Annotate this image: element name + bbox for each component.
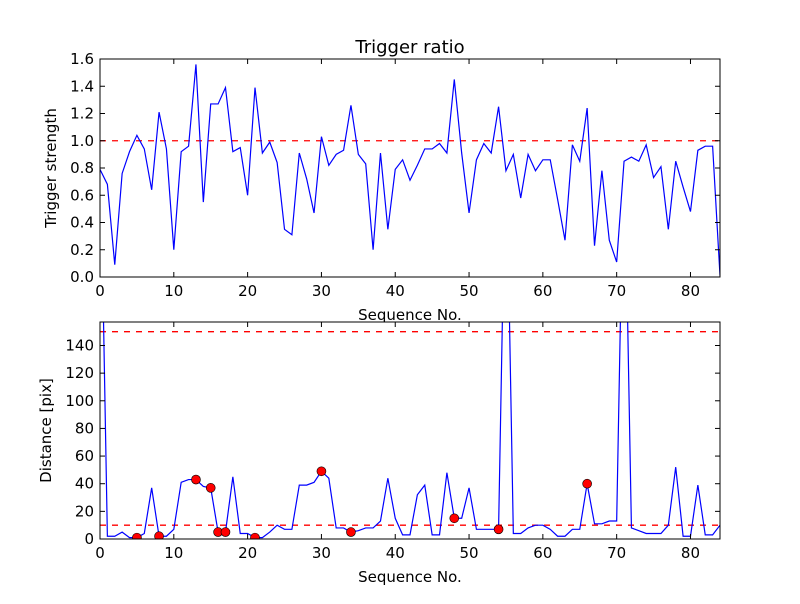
marker-point — [154, 531, 164, 539]
y-tick-label: 120 — [65, 364, 94, 382]
plot-area — [100, 322, 720, 539]
y-tick-label: 140 — [65, 336, 94, 354]
plot-area — [100, 59, 720, 277]
y-tick-label: 0.8 — [70, 159, 94, 177]
x-tick-label: 80 — [681, 544, 700, 562]
y-axis-label: Distance [pix] — [37, 378, 55, 483]
y-tick-label: 100 — [65, 392, 94, 410]
x-tick-label: 20 — [238, 544, 257, 562]
y-tick-label: 1.2 — [70, 105, 94, 123]
x-axis-label: Sequence No. — [358, 306, 462, 324]
y-tick-label: 20 — [75, 502, 94, 520]
subplot-1: 0 10 20 30 40 50 60 70 80 0.0 0.2 0.4 0.6 0.8 1.0 1.2 1.… — [42, 37, 721, 324]
marker-point — [132, 532, 142, 539]
y-tick-label: 1.6 — [70, 50, 94, 68]
series-line-distance — [102, 322, 720, 539]
x-tick-label: 0 — [95, 544, 105, 562]
marker-point — [582, 478, 592, 489]
y-tick-label: 0.0 — [70, 268, 94, 286]
y-tick-label: 60 — [75, 447, 94, 465]
y-tick-label: 1.4 — [70, 77, 94, 95]
y-tick-label: 40 — [75, 475, 94, 493]
series-line-trigger-strength — [100, 64, 720, 276]
marker-point — [191, 474, 201, 485]
plot-content — [100, 64, 720, 276]
x-tick-label: 80 — [681, 282, 700, 300]
plot-content — [100, 322, 720, 539]
marker-point — [205, 483, 216, 493]
marker-point — [346, 527, 356, 537]
marker-point — [250, 532, 260, 539]
x-tick-label: 0 — [95, 282, 105, 300]
marker-point — [493, 524, 504, 535]
y-tick-label: 0.2 — [70, 241, 94, 259]
x-tick-label: 50 — [460, 544, 479, 562]
x-axis-label: Sequence No. — [358, 568, 462, 586]
y-tick-label: 1.0 — [70, 132, 94, 150]
x-tick-label: 10 — [164, 544, 183, 562]
x-tick-label: 70 — [607, 282, 626, 300]
axes-frame — [99, 321, 721, 540]
chart-title: Trigger ratio — [354, 37, 464, 58]
y-axis-label: Trigger strength — [42, 108, 60, 229]
y-tick-label: 0.4 — [70, 214, 94, 232]
x-tick-label: 30 — [312, 544, 331, 562]
y-tick-label: 0.6 — [70, 186, 94, 204]
x-tick-label: 60 — [533, 282, 552, 300]
marker-point — [449, 513, 460, 524]
y-tick-label: 0 — [84, 530, 94, 548]
subplot-2: 0 10 20 30 40 50 60 70 80 0 20 40 60 80 100 120 140 Seque… — [37, 321, 721, 586]
x-tick-label: 70 — [607, 544, 626, 562]
marker-point — [316, 466, 327, 477]
x-tick-label: 40 — [386, 544, 405, 562]
x-tick-label: 20 — [238, 282, 257, 300]
x-tick-label: 60 — [533, 544, 552, 562]
x-tick-label: 10 — [164, 282, 183, 300]
marker-point — [220, 527, 231, 537]
y-tick-label: 80 — [75, 419, 94, 437]
x-tick-label: 50 — [460, 282, 479, 300]
x-tick-label: 40 — [386, 282, 405, 300]
x-tick-label: 30 — [312, 282, 331, 300]
